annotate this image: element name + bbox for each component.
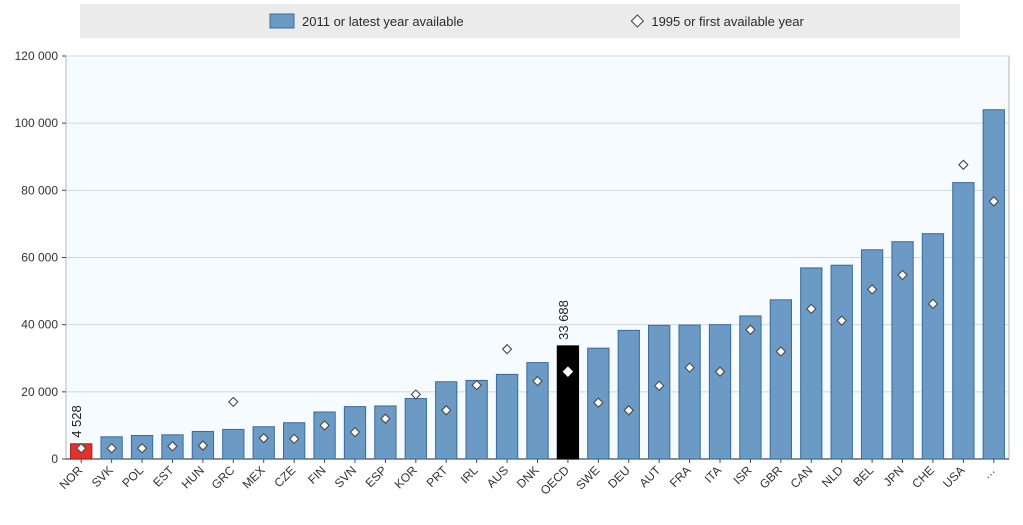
bar [557, 346, 578, 459]
bar [314, 412, 335, 459]
bar [649, 325, 670, 459]
bar [496, 374, 517, 459]
bar [922, 234, 943, 459]
legend-label: 2011 or latest year available [302, 14, 464, 29]
bar [709, 325, 730, 459]
y-tick-label: 60 000 [21, 251, 58, 265]
bar [679, 325, 700, 459]
bar [953, 183, 974, 459]
legend-label: 1995 or first available year [651, 14, 804, 29]
bar [740, 316, 761, 459]
bar [831, 265, 852, 459]
y-tick-label: 0 [51, 452, 58, 466]
y-tick-label: 40 000 [21, 318, 58, 332]
chart-container: 0 20 000 40 000 60 000 80 000 100 000 120 000 4… [0, 0, 1023, 525]
bar [618, 330, 639, 459]
legend-box [80, 4, 960, 38]
bar [466, 380, 487, 459]
bar [405, 399, 426, 459]
y-tick-label: 100 000 [15, 116, 59, 130]
bar-value-label: 33 688 [556, 300, 571, 340]
y-tick-label: 20 000 [21, 385, 58, 399]
bar-value-label: 4 528 [69, 405, 84, 438]
bar [801, 268, 822, 459]
bar [770, 300, 791, 459]
bar [861, 250, 882, 459]
bar [436, 382, 457, 459]
bar [223, 429, 244, 459]
y-tick-label: 80 000 [21, 183, 58, 197]
bar [983, 110, 1004, 459]
y-tick-label: 120 000 [15, 49, 59, 63]
legend-swatch-bar [270, 14, 294, 28]
